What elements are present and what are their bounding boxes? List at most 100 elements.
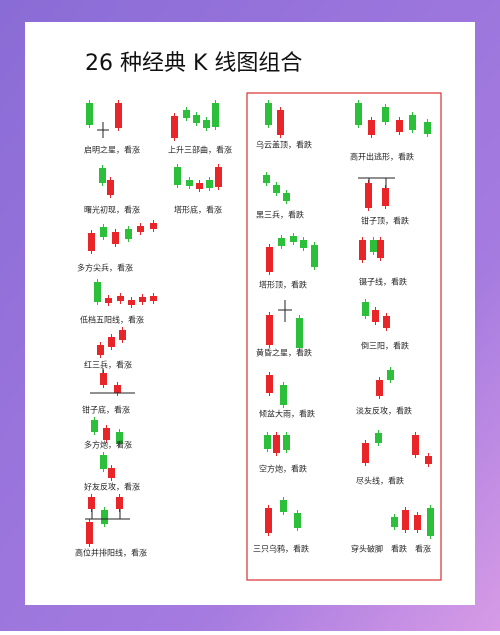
pattern-label: 红三兵，看涨: [84, 360, 132, 370]
candle: [139, 297, 146, 302]
candle: [86, 103, 93, 125]
pattern-label: 尽头线，看跌: [356, 476, 404, 486]
candle: [116, 497, 123, 509]
candle: [283, 435, 290, 450]
pattern-label: 低档五阳线，看涨: [80, 315, 144, 325]
candle: [137, 226, 144, 232]
candle: [280, 500, 287, 512]
candle: [125, 229, 132, 239]
pattern-label: 黄昏之星，看跌: [256, 348, 312, 358]
candle: [115, 103, 122, 128]
candle: [362, 302, 369, 316]
candle: [112, 232, 119, 244]
pattern-label: 钳子顶，看跌: [361, 216, 409, 226]
candle: [294, 513, 301, 528]
candle: [150, 296, 157, 301]
candle: [359, 240, 366, 260]
pattern-label: 钳子底，看涨: [82, 405, 130, 415]
candle: [114, 385, 121, 393]
pattern-label: 塔形底，看涨: [174, 205, 222, 215]
candle: [266, 375, 273, 393]
candle: [427, 508, 434, 536]
candle: [116, 432, 123, 444]
candle: [212, 103, 219, 127]
candle: [277, 110, 284, 135]
candle: [117, 296, 124, 301]
candle: [296, 318, 303, 348]
candle: [108, 468, 115, 478]
candle: [108, 337, 115, 347]
candle: [424, 122, 431, 134]
candle: [278, 238, 285, 246]
pattern-label: 上升三部曲，看涨: [168, 145, 232, 155]
candle: [91, 420, 98, 432]
pattern-label: 多方尖兵，看涨: [77, 263, 133, 273]
candle: [375, 433, 382, 443]
candle: [265, 103, 272, 125]
pattern-label: 高开出逃形，看跌: [350, 152, 414, 162]
candle: [377, 240, 384, 258]
candle: [290, 236, 297, 242]
candle: [387, 370, 394, 380]
candle: [86, 522, 93, 544]
candle: [105, 298, 112, 303]
candle: [362, 443, 369, 463]
candle: [103, 428, 110, 440]
candle: [186, 180, 193, 186]
candle: [273, 185, 280, 193]
candle: [196, 183, 203, 189]
pattern-label: 乌云盖顶，看跌: [256, 140, 312, 150]
candle: [128, 300, 135, 305]
candle: [206, 180, 213, 188]
candle: [370, 240, 377, 252]
candle: [402, 510, 409, 530]
candle: [171, 116, 178, 138]
candle: [150, 223, 157, 229]
candle: [183, 110, 190, 118]
candle: [100, 227, 107, 237]
pattern-label: 黑三兵，看跌: [256, 210, 304, 220]
pattern-label: 曙光初现，看涨: [84, 205, 140, 215]
pattern-label: 高位并排阳线，看涨: [75, 548, 147, 558]
candle: [383, 316, 390, 328]
candle: [382, 188, 389, 206]
candle: [414, 515, 421, 530]
candle: [263, 175, 270, 183]
candle: [425, 456, 432, 464]
pattern-label: 塔形顶，看跌: [259, 280, 307, 290]
candle: [372, 310, 379, 322]
title: 26 种经典 K 线图组合: [85, 51, 302, 76]
candle: [300, 240, 307, 248]
candle: [119, 330, 126, 340]
candle: [265, 508, 272, 533]
candle: [88, 233, 95, 251]
candle: [107, 180, 114, 195]
pattern-label: 空方炮，看跌: [259, 464, 307, 474]
candle: [100, 373, 107, 385]
pattern-label: 淡友反攻，看跌: [356, 406, 412, 416]
candle: [391, 517, 398, 527]
candle: [280, 385, 287, 405]
bearish-box: [246, 92, 442, 581]
candle: [273, 435, 280, 453]
candle: [376, 380, 383, 396]
pattern-label: 倒三阳，看跌: [361, 341, 409, 351]
candle: [355, 103, 362, 125]
candle: [368, 120, 375, 135]
pattern-label: 多方炮，看涨: [84, 440, 132, 450]
candle: [99, 168, 106, 183]
candle: [409, 115, 416, 130]
candle: [193, 115, 200, 123]
candle: [101, 510, 108, 524]
pattern-label: 穿头破脚 看跌 看涨: [351, 544, 431, 554]
pattern-label: 启明之星，看涨: [84, 145, 140, 155]
candle: [264, 435, 271, 449]
pattern-label: 三只乌鸦，看跌: [253, 544, 309, 554]
candle: [311, 245, 318, 267]
candle: [203, 120, 210, 128]
candle: [97, 345, 104, 355]
pattern-label: 镊子线，看跌: [359, 277, 407, 287]
candle: [94, 282, 101, 302]
candle: [365, 183, 372, 208]
